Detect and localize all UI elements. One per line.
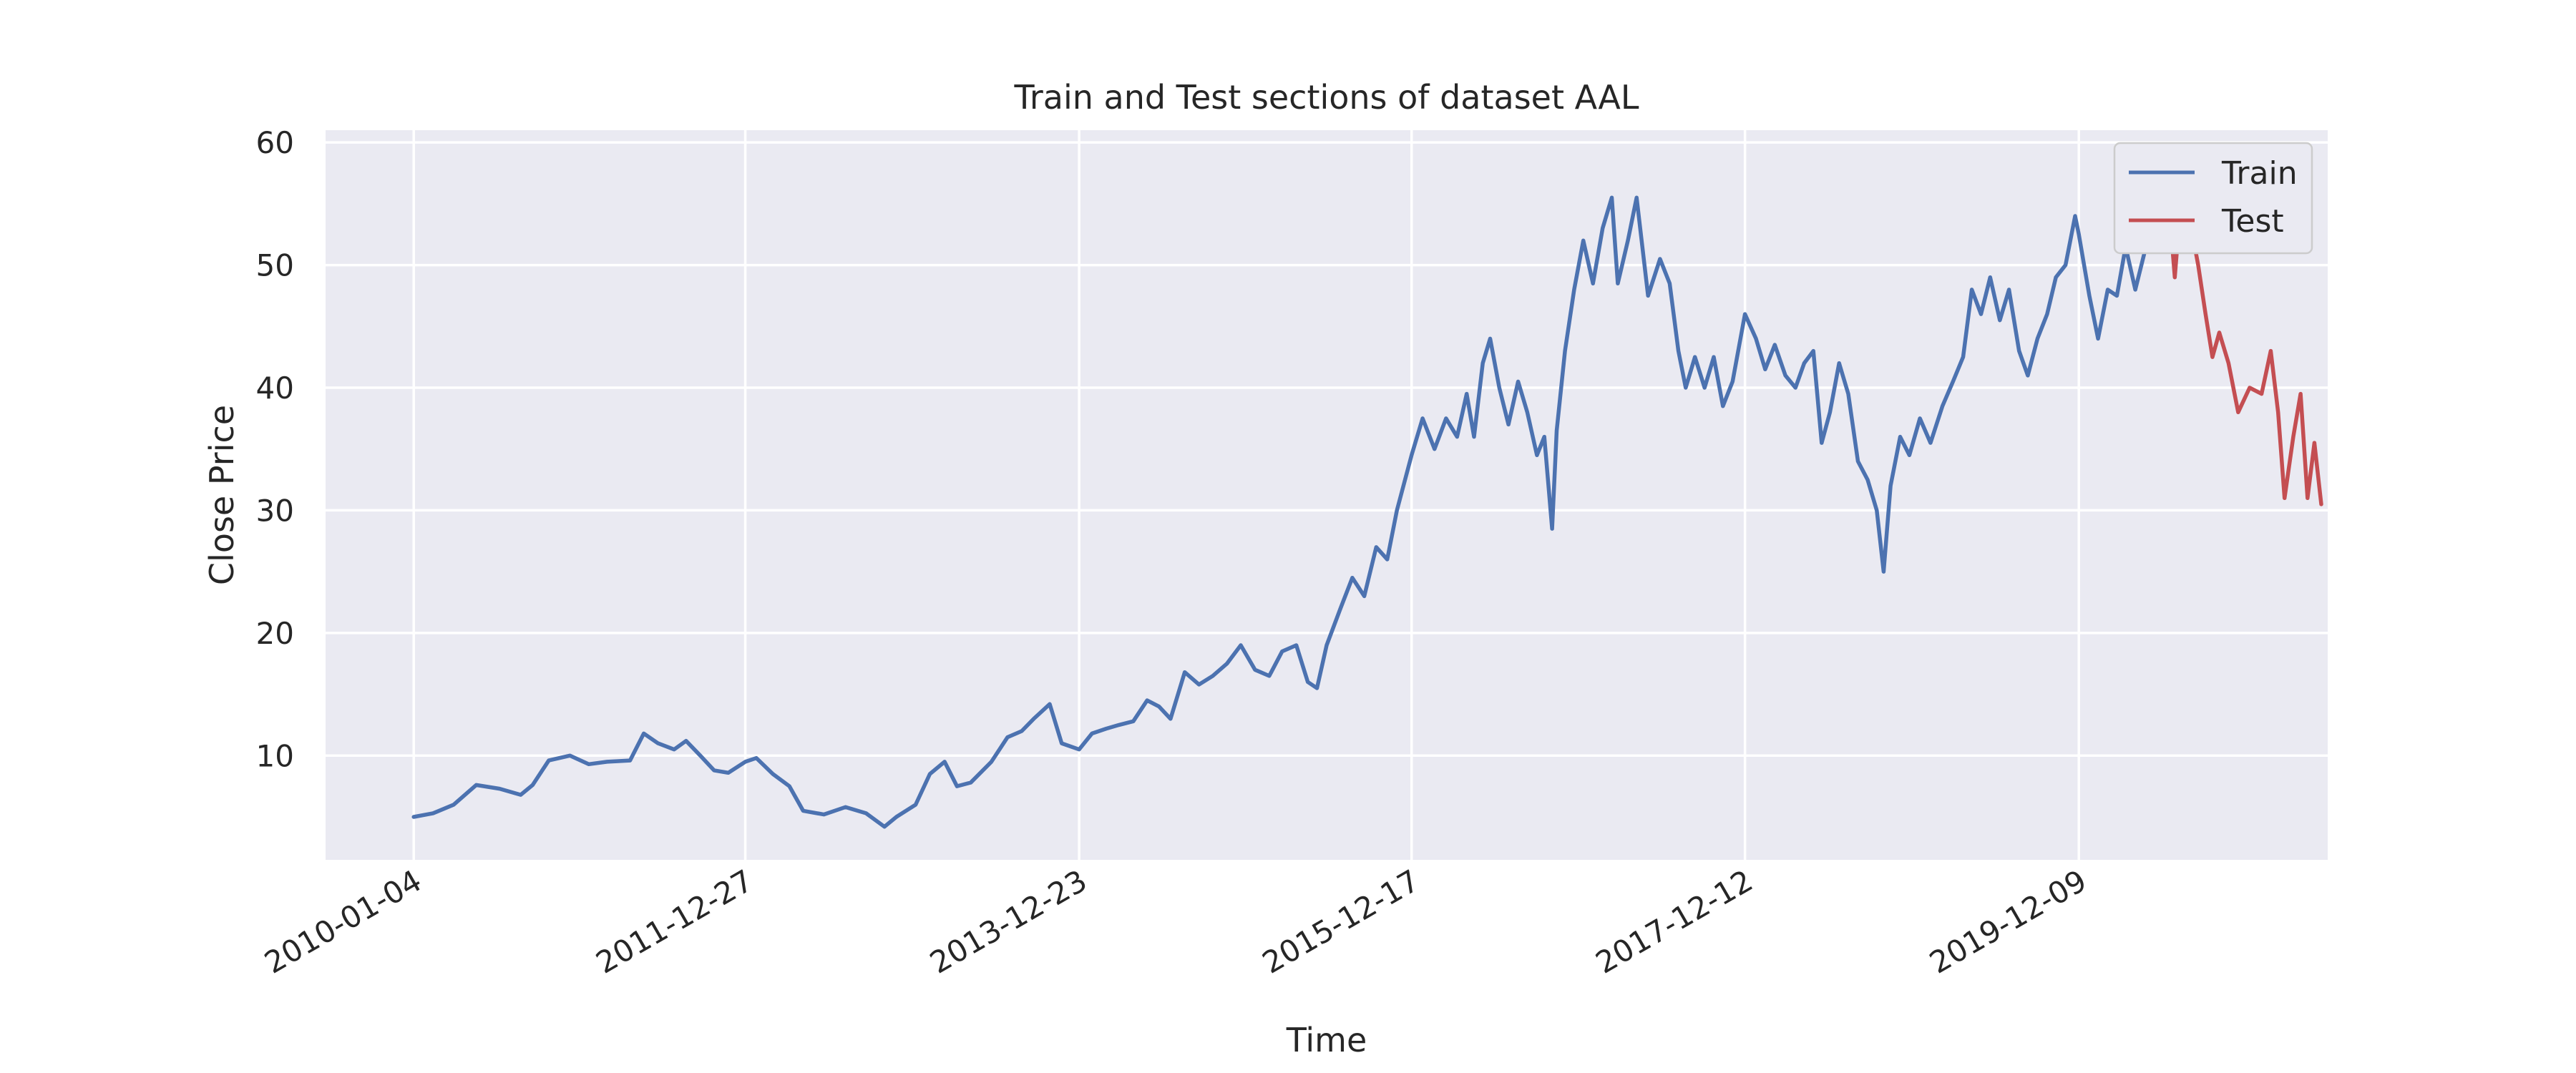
series-line-train (411, 195, 2156, 829)
y-tick-label: 60 (256, 125, 294, 160)
x-tick-label: 2011-12-27 (590, 863, 759, 980)
plot-background (326, 130, 2328, 860)
y-tick-label: 20 (256, 616, 294, 651)
y-axis-label: Close Price (203, 405, 241, 585)
legend-label-test: Test (2221, 203, 2284, 240)
x-tick-label: 2010-01-04 (258, 863, 427, 980)
y-tick-labels: 10 20 30 40 50 60 (256, 125, 294, 773)
y-tick-label: 40 (256, 371, 294, 406)
legend-label-train: Train (2221, 155, 2298, 192)
chart-title: Train and Test sections of dataset AAL (1014, 78, 1639, 117)
y-gridlines (326, 141, 2328, 758)
x-gridlines (412, 130, 2080, 860)
y-tick-label: 30 (256, 493, 294, 528)
x-tick-label: 2013-12-23 (924, 863, 1093, 980)
legend: Train Test (2113, 142, 2313, 255)
x-tick-label: 2015-12-17 (1257, 863, 1425, 980)
x-tick-labels: 2010-01-04 2011-12-27 2013-12-23 2015-12-17… (258, 863, 2092, 980)
y-tick-label: 50 (256, 248, 294, 283)
y-tick-label: 10 (256, 738, 294, 773)
x-tick-label: 2019-12-09 (1923, 863, 2092, 980)
x-tick-label: 2017-12-12 (1590, 863, 1759, 980)
x-axis-label: Time (1286, 1021, 1367, 1059)
